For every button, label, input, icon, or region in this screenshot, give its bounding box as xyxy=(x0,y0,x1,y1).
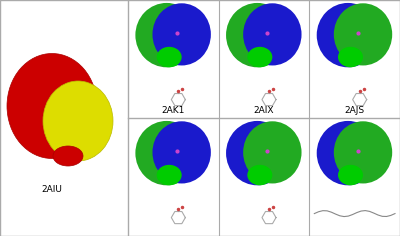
Ellipse shape xyxy=(53,146,83,166)
Text: 2AIX: 2AIX xyxy=(254,106,274,115)
Ellipse shape xyxy=(243,3,302,65)
Ellipse shape xyxy=(7,54,97,159)
Ellipse shape xyxy=(157,165,182,185)
Ellipse shape xyxy=(135,3,198,67)
Ellipse shape xyxy=(247,165,272,185)
Ellipse shape xyxy=(226,3,289,67)
Ellipse shape xyxy=(334,121,392,183)
Ellipse shape xyxy=(338,47,363,67)
Ellipse shape xyxy=(334,3,392,65)
Text: 2AJS: 2AJS xyxy=(345,106,365,115)
Ellipse shape xyxy=(135,121,198,185)
Ellipse shape xyxy=(317,3,379,67)
Ellipse shape xyxy=(152,121,211,183)
Ellipse shape xyxy=(338,165,363,185)
Ellipse shape xyxy=(247,47,272,67)
Text: 2AIU: 2AIU xyxy=(42,185,62,194)
Ellipse shape xyxy=(317,121,379,185)
Ellipse shape xyxy=(243,121,302,183)
Text: 2AK1: 2AK1 xyxy=(162,106,185,115)
Ellipse shape xyxy=(157,47,182,67)
Ellipse shape xyxy=(43,81,113,161)
Ellipse shape xyxy=(226,121,289,185)
Ellipse shape xyxy=(152,3,211,65)
